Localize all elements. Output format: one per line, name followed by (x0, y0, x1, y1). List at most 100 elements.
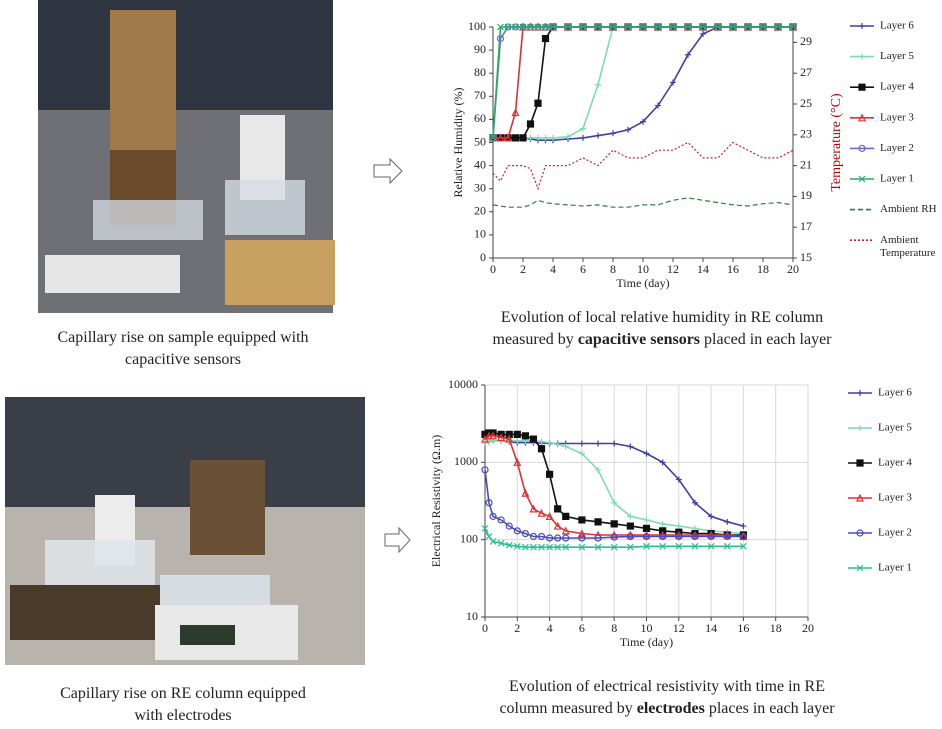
marker (707, 542, 715, 550)
y-axis-title: Electrical Resistivity (Ω.m) (429, 435, 443, 568)
y-tick-label: 90 (474, 42, 486, 56)
marker (684, 23, 692, 31)
caption-text: column measured by (499, 700, 636, 717)
x-tick-label: 18 (770, 621, 782, 635)
legend-label: Layer 6 (880, 20, 914, 32)
arrow (373, 157, 403, 185)
marker (497, 539, 505, 547)
y2-tick-label: 27 (800, 65, 812, 79)
y2-tick-label: 23 (800, 127, 812, 141)
marker (611, 499, 618, 506)
marker (538, 543, 545, 551)
marker (610, 520, 618, 528)
x-tick-label: 14 (697, 262, 709, 276)
x-tick-label: 0 (482, 621, 488, 635)
marker (496, 35, 505, 43)
marker (565, 133, 571, 140)
series-line (492, 197, 794, 208)
marker (485, 431, 494, 440)
x-tick-label: 14 (705, 621, 717, 635)
marker (759, 23, 767, 31)
y-tick-label: 60 (474, 111, 486, 125)
marker (562, 543, 570, 551)
marker (789, 23, 797, 31)
marker (505, 430, 513, 438)
marker (546, 439, 553, 446)
photo-capacitive-setup (38, 0, 335, 313)
marker (856, 493, 864, 502)
y-tick-label: 80 (474, 65, 486, 79)
marker (578, 440, 585, 447)
marker (669, 23, 677, 31)
marker (643, 450, 650, 457)
legend-label: Ambient Temperature (880, 234, 936, 259)
x-tick-label: 12 (667, 262, 679, 276)
caption-text: places in each layer (705, 700, 835, 717)
y-tick-label: 1000 (454, 454, 478, 468)
marker (521, 543, 529, 551)
marker (626, 532, 634, 540)
x-tick-label: 0 (490, 262, 496, 276)
marker (529, 435, 538, 443)
marker (856, 564, 864, 572)
marker (550, 134, 556, 141)
y-axis-title: Relative Humidity (%) (451, 88, 465, 198)
x-tick-label: 2 (520, 262, 526, 276)
marker (675, 542, 683, 550)
x-tick-label: 4 (550, 262, 556, 276)
marker (496, 133, 505, 142)
y-tick-label: 0 (480, 250, 486, 264)
marker (513, 430, 521, 438)
marker (594, 534, 602, 542)
marker (594, 23, 602, 31)
marker (546, 470, 554, 478)
marker (859, 23, 865, 29)
marker (578, 450, 585, 457)
x-tick-label: 18 (757, 262, 769, 276)
marker (740, 523, 747, 530)
marker (489, 134, 497, 142)
marker (519, 23, 527, 31)
marker (497, 516, 505, 524)
y-tick-label: 10000 (448, 377, 478, 391)
marker (655, 102, 661, 109)
marker (553, 521, 562, 530)
x-tick-label: 16 (737, 621, 749, 635)
legend-label: Layer 4 (878, 457, 912, 469)
marker (554, 441, 561, 448)
marker (723, 542, 731, 550)
marker (744, 23, 752, 31)
caption-text: placed in each layer (700, 331, 832, 348)
legend-label: Layer 1 (880, 173, 914, 185)
marker (659, 520, 666, 527)
marker (537, 508, 546, 517)
y2-axis-title: Temperature (°C) (829, 93, 844, 192)
x-tick-label: 10 (641, 621, 653, 635)
marker (529, 504, 538, 513)
caption-text: Capillary rise on RE column equipped (60, 685, 306, 702)
marker (675, 476, 682, 483)
marker (610, 543, 618, 551)
marker (546, 534, 554, 542)
marker (642, 530, 651, 539)
marker (729, 23, 737, 31)
marker (858, 175, 866, 183)
marker (580, 125, 586, 132)
marker (564, 23, 572, 31)
legend-label: Layer 3 (880, 111, 914, 123)
photo-electrode-setup (5, 397, 365, 665)
marker (609, 23, 617, 31)
legend-label: Layer 5 (878, 422, 912, 434)
marker (858, 144, 866, 152)
marker (513, 527, 521, 535)
marker (578, 543, 586, 551)
marker (549, 23, 557, 31)
marker (723, 532, 731, 540)
legend-label: Layer 2 (880, 142, 914, 154)
marker (514, 437, 521, 444)
caption-text: measured by (493, 331, 578, 348)
marker (659, 532, 667, 540)
marker (690, 530, 699, 539)
marker (675, 523, 682, 530)
